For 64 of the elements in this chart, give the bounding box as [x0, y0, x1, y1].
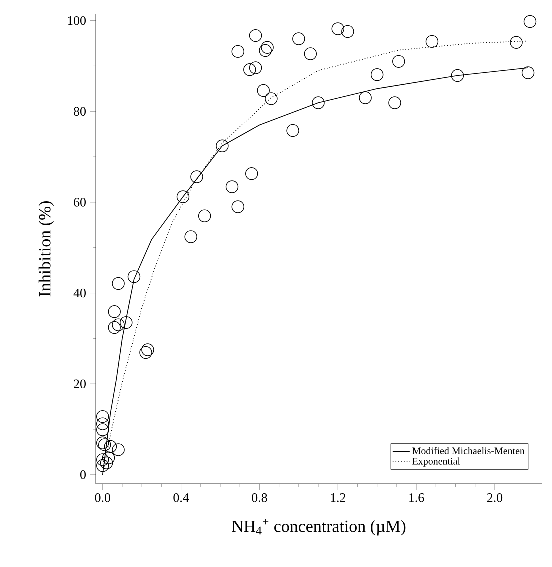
point [232, 45, 244, 58]
point [100, 456, 114, 470]
point [112, 444, 125, 456]
y-tick-label: 20 [74, 380, 86, 388]
point [451, 69, 464, 82]
point [286, 124, 300, 138]
point [198, 210, 212, 222]
point [102, 452, 116, 464]
point [108, 321, 121, 334]
point [249, 29, 262, 42]
point [524, 15, 537, 28]
point [244, 64, 256, 76]
legend-label: Exponential [412, 458, 460, 467]
point [259, 44, 272, 58]
x-tick-label: 1.6 [410, 494, 424, 502]
y-tick-label: 80 [74, 107, 86, 116]
point [342, 25, 354, 38]
y-tick-label: 60 [74, 198, 86, 207]
point [96, 459, 110, 472]
point [120, 316, 133, 330]
point [426, 35, 439, 48]
point [261, 41, 274, 54]
point [257, 84, 270, 98]
point [510, 36, 523, 49]
point [522, 66, 535, 80]
point [112, 277, 125, 290]
point [312, 96, 325, 110]
point [232, 200, 244, 214]
point [176, 190, 190, 204]
point [96, 418, 110, 430]
point [388, 96, 402, 110]
x-tick-label: 0.4 [174, 494, 190, 502]
point [96, 454, 110, 466]
point [128, 270, 141, 284]
point [359, 92, 372, 104]
x-tick-label: 0.0 [95, 494, 110, 502]
point [249, 62, 262, 74]
point [265, 92, 278, 106]
y-tick-label: 40 [74, 288, 86, 298]
x-tick-label: 0.8 [252, 494, 268, 502]
point [226, 180, 239, 194]
y-tick-label: 100 [68, 16, 86, 26]
x-tick-label: 1.2 [331, 494, 346, 502]
point [142, 344, 154, 356]
point [216, 140, 229, 152]
point [392, 55, 406, 68]
y-tick-label: 0 [80, 470, 86, 480]
point [332, 22, 344, 36]
point [104, 440, 118, 454]
point [292, 32, 306, 46]
point [190, 170, 204, 184]
point [140, 346, 152, 360]
point [96, 410, 110, 424]
point [370, 68, 384, 82]
point [304, 48, 318, 60]
legend-label: Modified Michaelis-Menten [412, 447, 525, 454]
point [108, 306, 121, 318]
x-axis-title: NH$_{4}$$^{+}$ concentration (µM) [232, 519, 406, 536]
point [184, 230, 198, 244]
point [246, 167, 258, 180]
y-axis-title: Inhibition (%) [38, 202, 54, 297]
point [96, 424, 110, 436]
point [112, 318, 125, 332]
x-tick-label: 2.0 [487, 494, 503, 502]
